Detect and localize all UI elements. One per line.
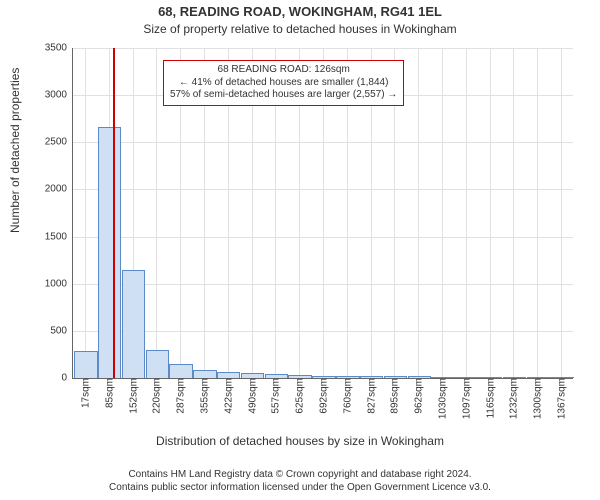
y-tick-label: 2000 — [45, 184, 73, 195]
bar — [98, 127, 121, 378]
gridline-v — [85, 48, 86, 378]
x-tick-label: 895sqm — [388, 378, 401, 414]
annotation-box: 68 READING ROAD: 126sqm← 41% of detached… — [163, 60, 404, 106]
gridline-v — [490, 48, 491, 378]
y-tick-label: 2500 — [45, 137, 73, 148]
y-tick-label: 3000 — [45, 90, 73, 101]
y-axis-label: Number of detached properties — [8, 68, 22, 233]
annotation-line: 68 READING ROAD: 126sqm — [170, 64, 397, 77]
x-tick-label: 355sqm — [197, 378, 210, 414]
y-tick-label: 3500 — [45, 43, 73, 54]
x-tick-label: 1030sqm — [436, 378, 449, 419]
x-tick-label: 1300sqm — [531, 378, 544, 419]
x-tick-label: 1232sqm — [507, 378, 520, 419]
y-tick-label: 0 — [61, 373, 73, 384]
x-tick-label: 692sqm — [317, 378, 330, 414]
x-tick-label: 760sqm — [340, 378, 353, 414]
gridline-v — [156, 48, 157, 378]
x-tick-label: 827sqm — [364, 378, 377, 414]
x-tick-label: 1165sqm — [483, 378, 496, 418]
marker-line — [113, 48, 115, 378]
y-tick-label: 1500 — [45, 231, 73, 242]
gridline-v — [418, 48, 419, 378]
x-tick-label: 422sqm — [221, 378, 234, 414]
x-tick-label: 152sqm — [126, 378, 139, 414]
footer-line-2: Contains public sector information licen… — [0, 482, 600, 495]
gridline-v — [442, 48, 443, 378]
x-axis-label: Distribution of detached houses by size … — [0, 434, 600, 448]
bar — [169, 364, 192, 378]
x-tick-label: 557sqm — [269, 378, 282, 414]
x-tick-label: 962sqm — [412, 378, 425, 414]
chart-subtitle: Size of property relative to detached ho… — [0, 22, 600, 36]
x-tick-label: 625sqm — [293, 378, 306, 414]
gridline-v — [537, 48, 538, 378]
x-tick-label: 287sqm — [174, 378, 187, 414]
x-tick-label: 1367sqm — [555, 378, 568, 419]
gridline-v — [466, 48, 467, 378]
x-tick-label: 1097sqm — [459, 378, 472, 419]
y-tick-label: 1000 — [45, 278, 73, 289]
plot-area: 050010001500200025003000350017sqm85sqm15… — [72, 48, 573, 379]
bar — [74, 351, 97, 378]
x-tick-label: 85sqm — [102, 378, 115, 408]
chart-title: 68, READING ROAD, WOKINGHAM, RG41 1EL — [0, 4, 600, 19]
y-tick-label: 500 — [50, 325, 73, 336]
bar — [146, 350, 169, 378]
gridline-v — [561, 48, 562, 378]
annotation-line: ← 41% of detached houses are smaller (1,… — [170, 77, 397, 90]
x-tick-label: 17sqm — [78, 378, 91, 408]
footer-line-1: Contains HM Land Registry data © Crown c… — [0, 469, 600, 482]
gridline-v — [513, 48, 514, 378]
x-tick-label: 490sqm — [245, 378, 258, 414]
x-tick-label: 220sqm — [150, 378, 163, 414]
footer-text: Contains HM Land Registry data © Crown c… — [0, 469, 600, 494]
bar — [122, 270, 145, 378]
annotation-line: 57% of semi-detached houses are larger (… — [170, 89, 397, 102]
bar — [193, 370, 216, 378]
